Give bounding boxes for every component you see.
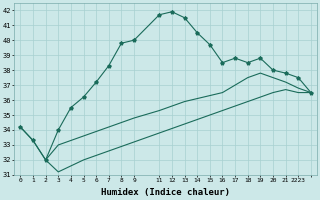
X-axis label: Humidex (Indice chaleur): Humidex (Indice chaleur): [101, 188, 230, 197]
